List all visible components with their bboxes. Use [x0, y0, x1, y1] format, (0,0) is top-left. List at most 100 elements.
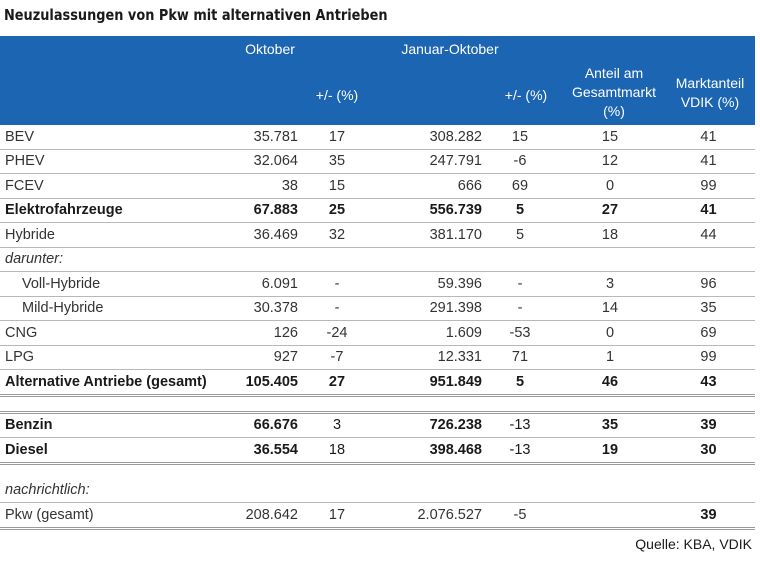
- header-marktanteil-vdik: Marktanteil VDIK (%): [666, 74, 754, 112]
- cell-oktober: 208.642: [236, 502, 298, 530]
- cell-anteil: 18: [558, 222, 662, 248]
- table-header: Oktober Januar-Oktober +/- (%) +/- (%) A…: [0, 36, 755, 125]
- cell-change-januar-oktober: -6: [482, 149, 558, 174]
- cell-change-oktober: -: [298, 296, 376, 321]
- header-change-januar-oktober: +/- (%): [504, 87, 548, 103]
- cell-change-januar-oktober: 5: [482, 198, 558, 223]
- cell-anteil: 12: [558, 149, 662, 174]
- row-pkw-gesamt: Pkw (gesamt) 208.642 17 2.076.527 -5 39: [0, 502, 755, 530]
- cell-change-januar-oktober: -5: [482, 502, 558, 530]
- cell-marktanteil: 41: [662, 125, 755, 150]
- cell-oktober: 35.781: [236, 125, 298, 150]
- row-bev: BEV 35.781 17 308.282 15 15 41: [0, 125, 755, 150]
- cell-anteil: 19: [558, 437, 662, 465]
- cell-label: Alternative Antriebe (gesamt): [0, 369, 236, 397]
- cell-januar-oktober: 951.849: [376, 369, 482, 397]
- cell-change-oktober: 32: [298, 222, 376, 248]
- cell-januar-oktober: 291.398: [376, 296, 482, 321]
- cell-label: Mild-Hybride: [0, 296, 236, 321]
- cell-change-oktober: 27: [298, 369, 376, 397]
- cell-change-oktober: -24: [298, 320, 376, 346]
- cell-oktober: 38: [236, 173, 298, 199]
- cell-change-oktober: -7: [298, 345, 376, 370]
- cell-marktanteil: 99: [662, 345, 755, 370]
- cell-change-oktober: -: [298, 271, 376, 297]
- cell-januar-oktober: 247.791: [376, 149, 482, 174]
- cell-change-januar-oktober: 69: [482, 173, 558, 199]
- cell-marktanteil: 96: [662, 271, 755, 297]
- cell-januar-oktober: 308.282: [376, 125, 482, 150]
- header-marktanteil-line1: Marktanteil: [675, 75, 745, 91]
- cell-januar-oktober: 381.170: [376, 222, 482, 248]
- row-elektrofahrzeuge: Elektrofahrzeuge 67.883 25 556.739 5 27 …: [0, 198, 755, 223]
- cell-anteil: 0: [558, 320, 662, 346]
- cell-darunter: darunter:: [0, 247, 755, 272]
- header-januar-oktober: Januar-Oktober: [401, 41, 499, 57]
- cell-change-januar-oktober: 15: [482, 125, 558, 150]
- cell-change-oktober: 17: [298, 502, 376, 530]
- cell-anteil: 46: [558, 369, 662, 397]
- cell-marktanteil: 43: [662, 369, 755, 397]
- cell-januar-oktober: 1.609: [376, 320, 482, 346]
- cell-label: Voll-Hybride: [0, 271, 236, 297]
- cell-anteil: 3: [558, 271, 662, 297]
- cell-change-januar-oktober: 5: [482, 369, 558, 397]
- cell-change-januar-oktober: -13: [482, 410, 558, 438]
- header-change-oktober: +/- (%): [315, 87, 359, 103]
- cell-anteil: 0: [558, 173, 662, 199]
- cell-change-januar-oktober: -: [482, 271, 558, 297]
- cell-change-januar-oktober: 71: [482, 345, 558, 370]
- row-hybride: Hybride 36.469 32 381.170 5 18 44: [0, 222, 755, 248]
- header-anteil-gesamtmarkt: Anteil am Gesamtmarkt (%): [562, 64, 666, 121]
- row-phev: PHEV 32.064 35 247.791 -6 12 41: [0, 149, 755, 174]
- row-darunter: darunter:: [0, 247, 755, 272]
- header-oktober: Oktober: [245, 41, 295, 57]
- cell-januar-oktober: 666: [376, 173, 482, 199]
- cell-oktober: 66.676: [236, 410, 298, 438]
- cell-oktober: 6.091: [236, 271, 298, 297]
- cell-change-oktober: 17: [298, 125, 376, 150]
- cell-label: Elektrofahrzeuge: [0, 198, 236, 223]
- table-title: Neuzulassungen von Pkw mit alternativen …: [4, 6, 388, 24]
- cell-marktanteil: 41: [662, 198, 755, 223]
- cell-januar-oktober: 59.396: [376, 271, 482, 297]
- cell-change-oktober: 35: [298, 149, 376, 174]
- cell-label: FCEV: [0, 173, 236, 199]
- cell-label: Pkw (gesamt): [0, 502, 236, 530]
- cell-anteil: 15: [558, 125, 662, 150]
- cell-oktober: 126: [236, 320, 298, 346]
- cell-oktober: 36.554: [236, 437, 298, 465]
- cell-januar-oktober: 726.238: [376, 410, 482, 438]
- header-anteil-line2: Gesamtmarkt: [571, 84, 656, 100]
- cell-marktanteil: 39: [662, 410, 755, 438]
- cell-anteil: 14: [558, 296, 662, 321]
- cell-anteil: 1: [558, 345, 662, 370]
- cell-oktober: 32.064: [236, 149, 298, 174]
- header-anteil-line3: (%): [603, 103, 625, 119]
- cell-oktober: 36.469: [236, 222, 298, 248]
- source-note: Quelle: KBA, VDIK: [635, 536, 752, 552]
- spacer-row: [0, 463, 755, 479]
- cell-marktanteil: 39: [662, 502, 755, 530]
- row-benzin: Benzin 66.676 3 726.238 -13 35 39: [0, 410, 755, 438]
- cell-januar-oktober: 398.468: [376, 437, 482, 465]
- cell-oktober: 927: [236, 345, 298, 370]
- cell-change-januar-oktober: -13: [482, 437, 558, 465]
- row-lpg: LPG 927 -7 12.331 71 1 99: [0, 345, 755, 370]
- cell-anteil: 27: [558, 198, 662, 223]
- cell-change-januar-oktober: -53: [482, 320, 558, 346]
- cell-change-oktober: 15: [298, 173, 376, 199]
- row-mild-hybride: Mild-Hybride 30.378 - 291.398 - 14 35: [0, 296, 755, 321]
- cell-anteil: 35: [558, 410, 662, 438]
- cell-januar-oktober: 12.331: [376, 345, 482, 370]
- row-diesel: Diesel 36.554 18 398.468 -13 19 30: [0, 437, 755, 465]
- row-nachrichtlich: nachrichtlich:: [0, 478, 755, 503]
- cell-label: CNG: [0, 320, 236, 346]
- cell-label: LPG: [0, 345, 236, 370]
- cell-marktanteil: 44: [662, 222, 755, 248]
- cell-nachrichtlich: nachrichtlich:: [0, 478, 755, 503]
- cell-change-oktober: 25: [298, 198, 376, 223]
- row-cng: CNG 126 -24 1.609 -53 0 69: [0, 320, 755, 346]
- cell-label: Diesel: [0, 437, 236, 465]
- cell-anteil: [558, 502, 662, 530]
